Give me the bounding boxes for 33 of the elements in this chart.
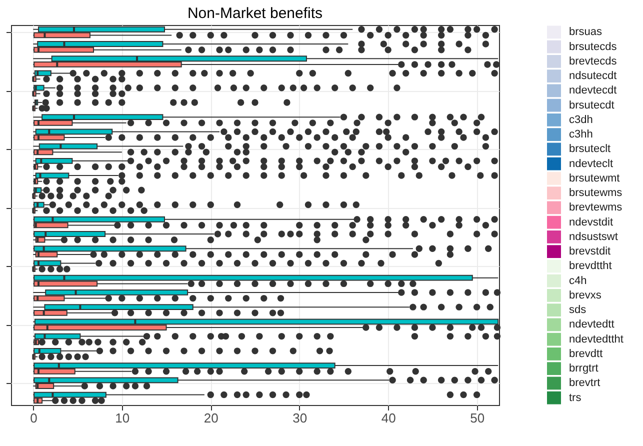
category-label: ndevtedttht [569,333,624,346]
category-label: brsutecdt [569,99,614,112]
category-label: c3hh [569,128,593,141]
category-label: brevdtt [569,348,603,360]
category-label: brsutecds [569,40,618,53]
x-tick-label: 0 [30,410,38,426]
category-label: brevstdit [569,246,611,258]
category-label: brevdttht [569,260,612,272]
category-label: brsutewms [569,187,623,200]
category-label: ndsutecdt [569,70,617,82]
category-label: c3dh [569,114,593,126]
x-tick-label: 30 [292,410,308,426]
category-label: brevtecds [569,55,618,68]
category-label: brrgtrt [569,362,598,375]
x-tick-label: 20 [204,410,218,426]
x-tick-label: 50 [470,410,485,426]
category-label: ndevteclt [569,158,614,170]
category-label: c4h [569,274,587,287]
category-label: brsuteclt [569,143,611,156]
category-label: brevxs [569,289,602,302]
category-label: trs [569,392,582,404]
x-tick-label: 40 [381,410,396,426]
category-label: ndsustswt [569,230,618,243]
category-label: sds [569,304,587,316]
category-label: brevtewms [569,202,623,214]
category-label: ndevtedtt [569,318,614,331]
category-label: ndevstdit [569,216,614,228]
category-label: ndevtecdt [569,84,617,97]
category-label: brevtrt [569,377,600,390]
category-label: brsuas [569,26,603,38]
category-label: brsutewmt [569,172,620,184]
chart-title: Non-Market benefits [187,5,323,22]
x-tick-label: 10 [115,410,130,426]
